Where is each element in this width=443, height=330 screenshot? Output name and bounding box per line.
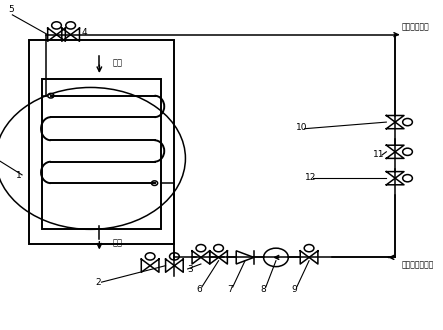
Text: 3: 3 bbox=[188, 265, 194, 274]
Bar bbox=[29, 40, 175, 244]
Text: 1: 1 bbox=[16, 171, 21, 180]
Text: 6: 6 bbox=[197, 285, 202, 294]
Text: 9: 9 bbox=[291, 285, 297, 294]
Text: 4: 4 bbox=[82, 28, 87, 37]
Text: 2: 2 bbox=[95, 279, 101, 287]
Text: 7: 7 bbox=[227, 285, 233, 294]
Bar bbox=[42, 79, 161, 229]
Text: 12: 12 bbox=[305, 173, 316, 182]
Text: 回凝结水系统: 回凝结水系统 bbox=[402, 22, 430, 31]
Text: 5: 5 bbox=[8, 5, 14, 14]
Text: 10: 10 bbox=[296, 123, 307, 132]
Text: 8: 8 bbox=[260, 285, 266, 294]
Text: 凝结水系统来水: 凝结水系统来水 bbox=[402, 261, 434, 270]
Text: 烟气: 烟气 bbox=[113, 58, 123, 67]
Text: 11: 11 bbox=[373, 150, 385, 159]
Text: 烟气: 烟气 bbox=[113, 238, 123, 247]
